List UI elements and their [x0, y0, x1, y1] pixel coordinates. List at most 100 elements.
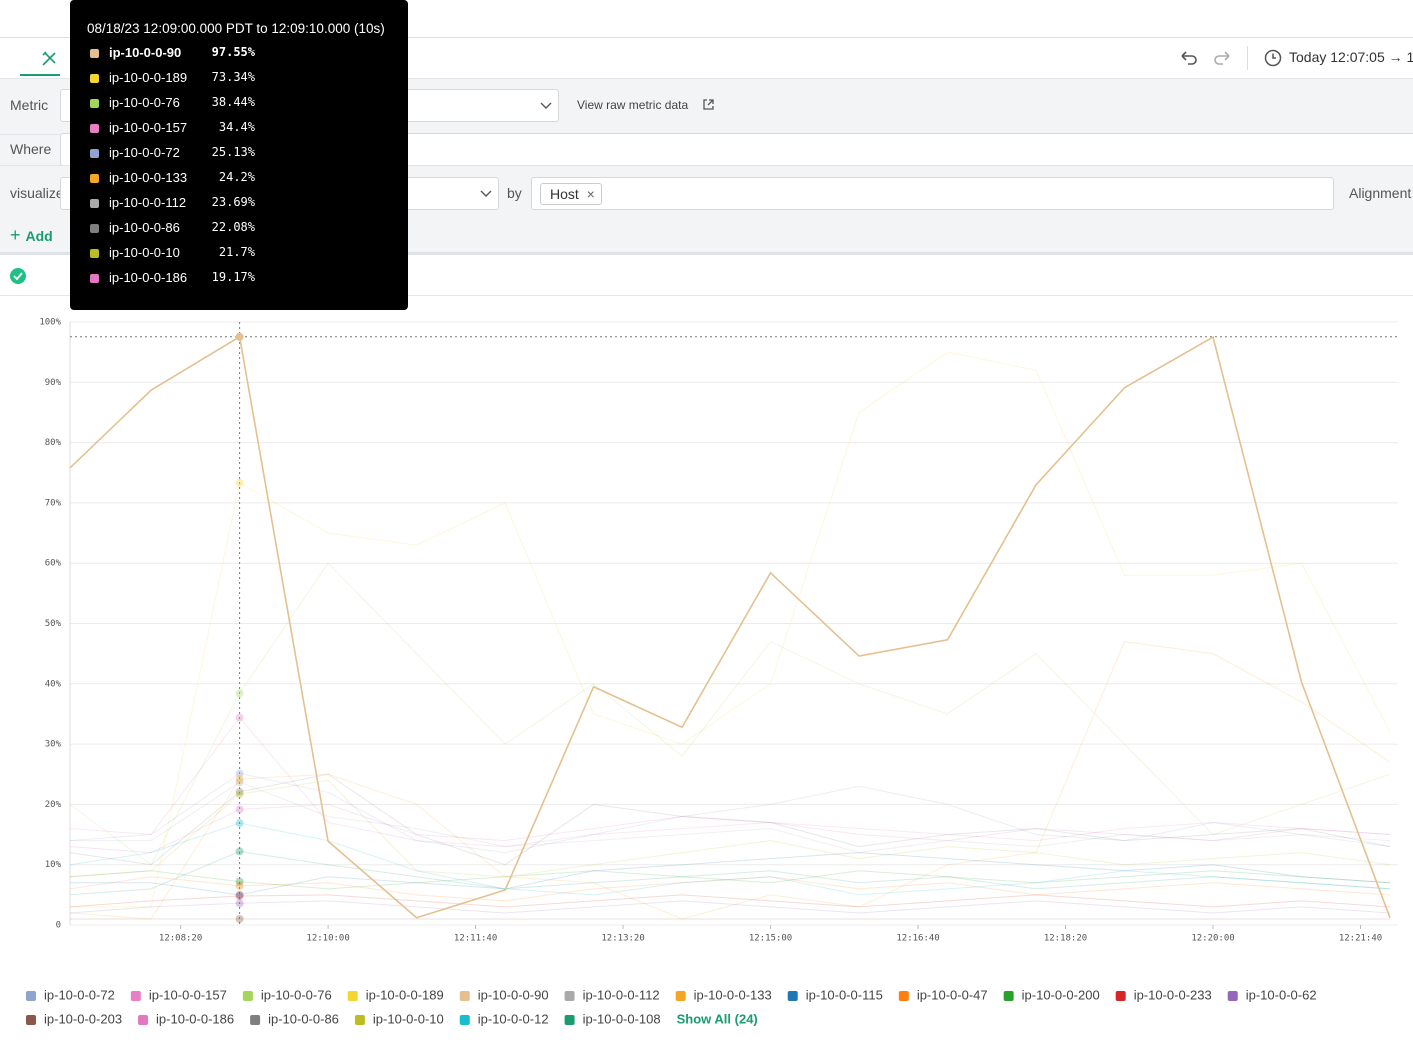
divider: [0, 295, 1413, 296]
series-line: [69, 562, 1391, 866]
external-icon: [703, 99, 714, 110]
hover-dot: [235, 899, 244, 908]
legend-item[interactable]: ip-10-0-0-108: [564, 1011, 661, 1026]
hover-dot: [235, 332, 244, 341]
series-line: [69, 772, 1391, 854]
hover-dot: [235, 847, 244, 856]
y-tick-label: 100%: [39, 318, 61, 328]
series-line: [69, 641, 1391, 920]
clock-icon: [1264, 49, 1282, 67]
hover-dot: [235, 914, 244, 923]
legend-swatch: [459, 1015, 470, 1025]
remove-icon[interactable]: ×: [586, 186, 595, 202]
swatch: [90, 274, 99, 283]
swatch: [90, 124, 99, 133]
legend-swatch: [459, 991, 470, 1001]
legend-item[interactable]: ip-10-0-0-200: [1003, 987, 1100, 1002]
legend-item[interactable]: ip-10-0-0-76: [242, 987, 332, 1002]
swatch: [90, 149, 99, 158]
row-value: 24.2%: [218, 170, 255, 184]
row-name: ip-10-0-0-189: [109, 70, 188, 85]
series-line: [70, 781, 1391, 854]
row-value: 34.4%: [218, 120, 255, 134]
legend-item[interactable]: ip-10-0-0-90: [459, 987, 549, 1002]
legend-swatch: [564, 991, 575, 1001]
legend-item[interactable]: ip-10-0-0-72: [26, 987, 115, 1002]
legend-label: ip-10-0-0-90: [478, 987, 549, 1002]
legend-label: ip-10-0-0-115: [806, 987, 883, 1002]
alignment-label: Alignment: [1349, 185, 1412, 201]
time-range[interactable]: Today 12:07:05 → 12: [1289, 49, 1413, 65]
separator: [1247, 46, 1248, 70]
legend-swatch: [1115, 991, 1126, 1001]
hover-dot: [235, 713, 244, 722]
legend-item[interactable]: ip-10-0-0-233: [1115, 987, 1212, 1002]
group-tag-text: Host: [550, 186, 579, 202]
x-tick-label: 12:10:00: [306, 934, 349, 944]
hover-dot: [235, 790, 244, 799]
legend-item[interactable]: ip-10-0-0-86: [250, 1011, 339, 1026]
row-name: ip-10-0-0-186: [109, 270, 188, 285]
where-label: Where: [10, 141, 52, 157]
legend-swatch: [347, 991, 358, 1001]
row-name: ip-10-0-0-157: [109, 120, 188, 135]
legend-swatch: [130, 991, 141, 1001]
visualize-label: visualize: [10, 185, 64, 201]
legend-item[interactable]: ip-10-0-0-189: [347, 987, 444, 1002]
legend-label: ip-10-0-0-86: [268, 1011, 339, 1026]
row-value: 23.69%: [211, 195, 255, 209]
hover-dot: [235, 881, 244, 890]
hover-dot: [235, 819, 244, 828]
legend-item[interactable]: ip-10-0-0-115: [787, 987, 883, 1002]
legend-item[interactable]: ip-10-0-0-186: [138, 1011, 234, 1026]
legend-swatch: [787, 991, 798, 1001]
legend-item[interactable]: ip-10-0-0-10: [354, 1011, 444, 1026]
legend-item[interactable]: ip-10-0-0-203: [26, 1011, 122, 1026]
y-tick-label: 30%: [45, 740, 62, 750]
legend-label: ip-10-0-0-62: [1246, 987, 1317, 1002]
legend-item[interactable]: ip-10-0-0-12: [459, 1011, 549, 1026]
legend-label: ip-10-0-0-189: [366, 987, 444, 1002]
legend-item[interactable]: ip-10-0-0-62: [1227, 987, 1317, 1002]
y-tick-label: 90%: [45, 378, 62, 388]
row-value: 25.13%: [211, 145, 255, 159]
swatch: [90, 174, 99, 183]
legend-item[interactable]: ip-10-0-0-133: [675, 987, 772, 1002]
legend-swatch: [898, 991, 909, 1001]
row-name: ip-10-0-0-10: [109, 245, 180, 260]
add-button[interactable]: + Add: [10, 225, 53, 245]
hover-dot: [235, 769, 244, 778]
legend-label: ip-10-0-0-133: [694, 987, 772, 1002]
tab-icon[interactable]: [40, 50, 60, 68]
raw-metric-link[interactable]: View raw metric data: [577, 98, 689, 112]
row-name: ip-10-0-0-112: [109, 195, 187, 210]
group-tag[interactable]: Host ×: [540, 183, 602, 205]
divider: [0, 37, 1413, 38]
row-name: ip-10-0-0-86: [109, 220, 180, 235]
legend-swatch: [675, 991, 686, 1001]
legend-item[interactable]: ip-10-0-0-157: [130, 987, 227, 1002]
hover-dot: [235, 689, 244, 698]
tooltip: 08/18/23 12:09:00.000 PDT to 12:09:10.00…: [70, 0, 408, 310]
legend-swatch: [564, 1015, 575, 1025]
show-all[interactable]: Show All (24): [677, 1011, 758, 1026]
legend-label: ip-10-0-0-108: [583, 1011, 661, 1026]
row-value: 73.34%: [211, 70, 255, 84]
legend-item[interactable]: ip-10-0-0-112: [564, 987, 660, 1002]
row-name: ip-10-0-0-90: [109, 45, 182, 60]
series-line: [69, 822, 1391, 896]
series-line: [69, 779, 1391, 878]
legend-label: ip-10-0-0-233: [1134, 987, 1212, 1002]
series-line: [69, 773, 1391, 866]
y-tick-label: 10%: [45, 860, 62, 870]
legend-swatch: [242, 991, 253, 1001]
swatch: [90, 199, 99, 208]
undo-redo[interactable]: [1178, 48, 1238, 68]
group-input[interactable]: Host ×: [531, 177, 1334, 210]
legend-item[interactable]: ip-10-0-0-47: [898, 987, 988, 1002]
y-tick-label: 40%: [45, 679, 62, 689]
row-value: 38.44%: [211, 95, 255, 109]
tooltip-title: 08/18/23 12:09:00.000 PDT to 12:09:10.00…: [87, 21, 385, 36]
tab-underline: [20, 74, 60, 76]
y-tick-label: 70%: [45, 498, 62, 508]
